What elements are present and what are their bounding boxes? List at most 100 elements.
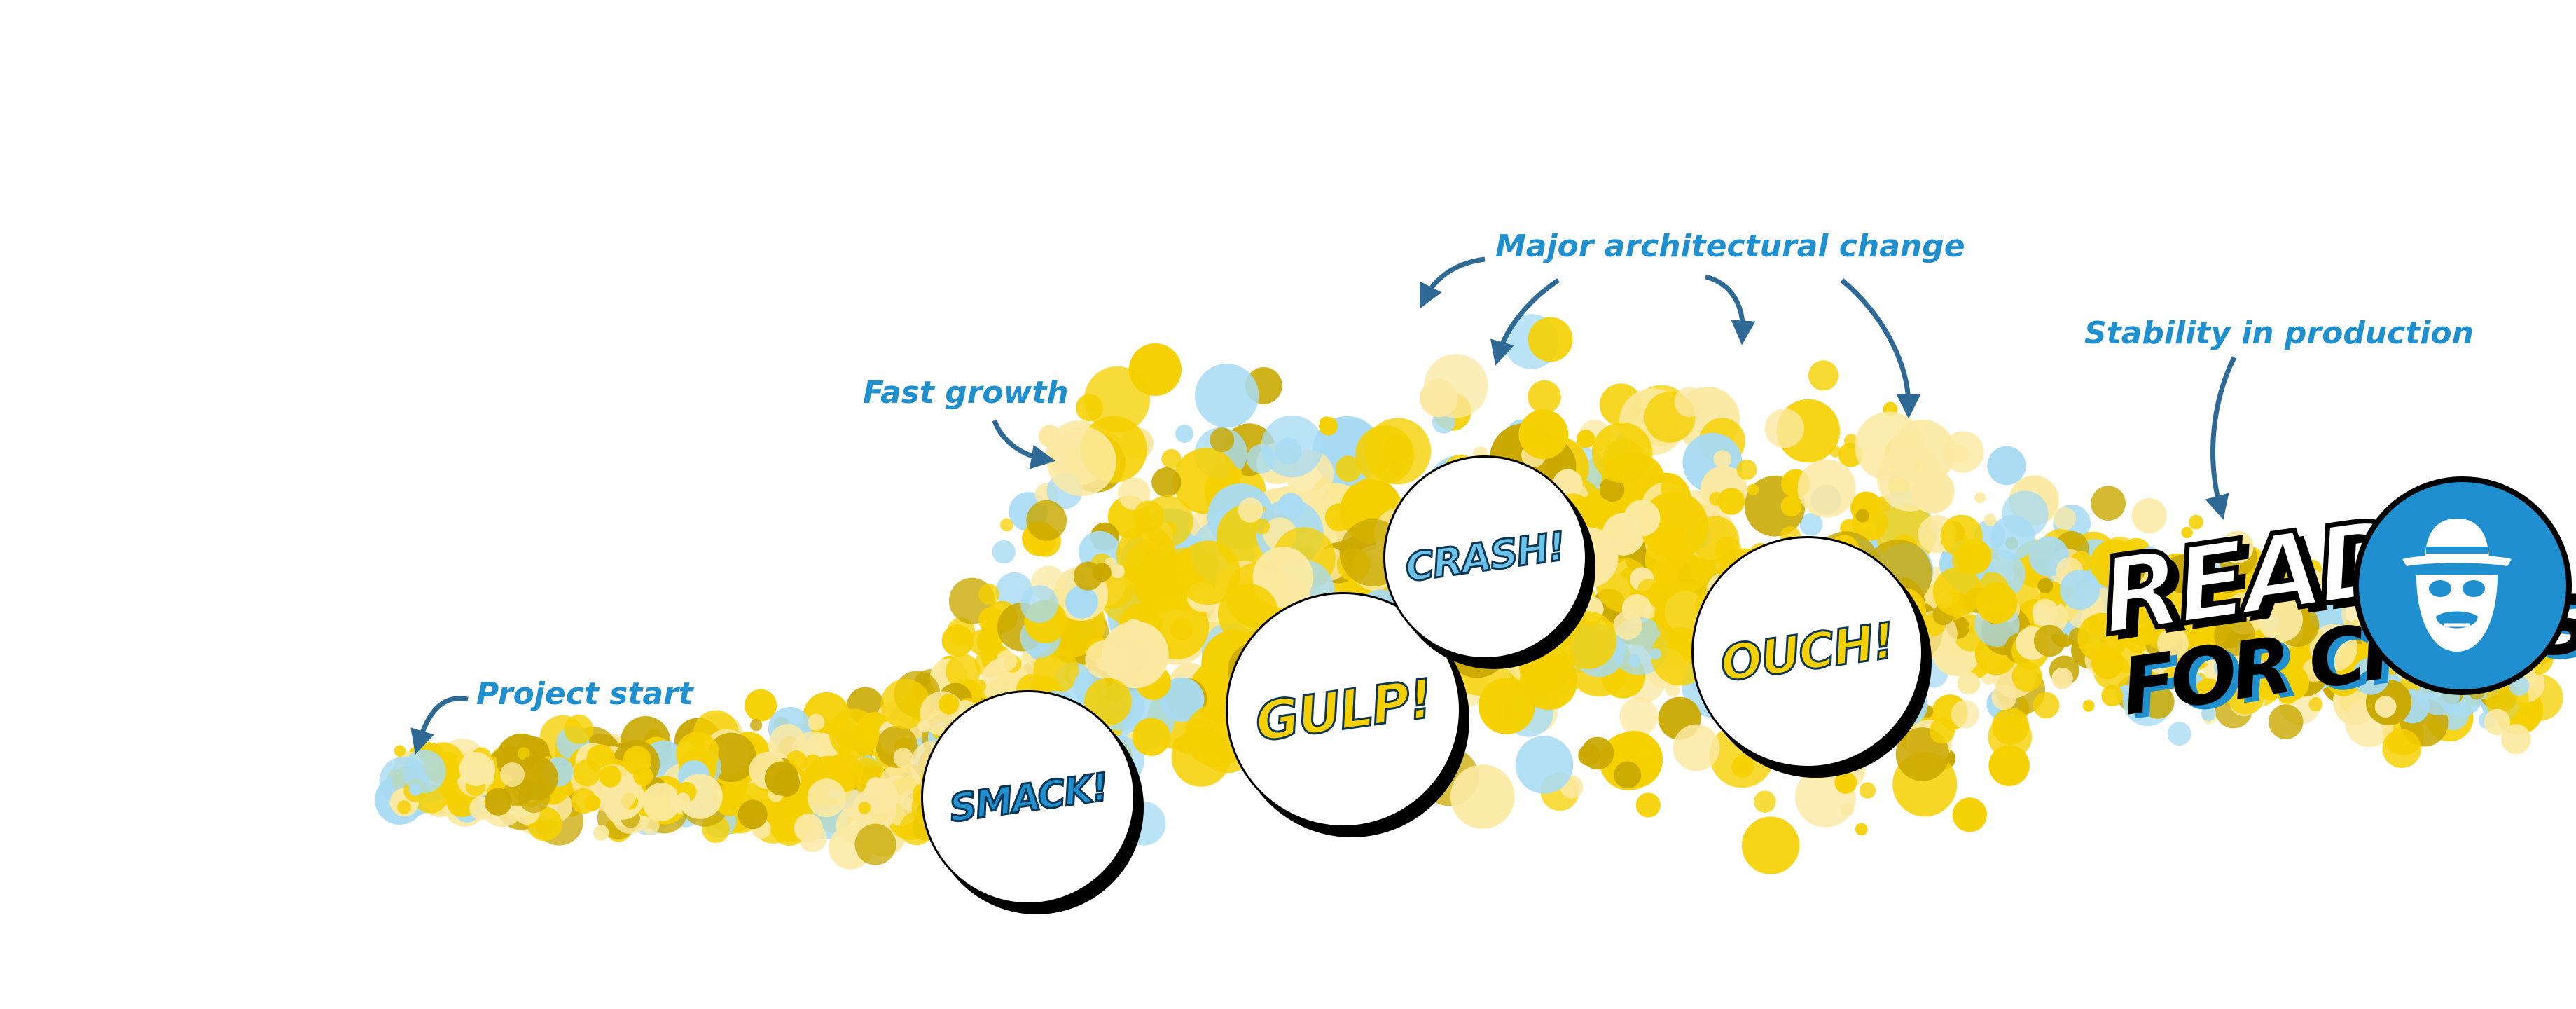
bubble xyxy=(2087,616,2099,628)
bubble xyxy=(1204,751,1218,766)
crash-text: CRASH! xyxy=(1401,523,1568,592)
bubble xyxy=(1159,677,1205,722)
arrow-stability xyxy=(2205,356,2237,520)
bubble xyxy=(459,752,494,786)
bubble xyxy=(1591,422,1653,483)
bubble xyxy=(1635,792,1661,818)
bubble xyxy=(593,825,609,841)
ouch-text: OUCH! xyxy=(1716,610,1898,694)
bubble xyxy=(1983,514,1997,527)
bubble xyxy=(2280,679,2296,694)
bubble xyxy=(1599,476,1625,502)
bubble xyxy=(2246,654,2263,671)
bubble xyxy=(1674,386,1705,418)
bubble xyxy=(1151,467,1182,497)
bubble xyxy=(2213,654,2237,678)
bubble xyxy=(794,814,823,843)
bubble xyxy=(1741,816,1800,874)
bubble xyxy=(500,762,525,787)
bubble xyxy=(2101,685,2124,707)
bubble xyxy=(1614,761,1642,789)
bubble xyxy=(880,679,931,729)
bubble xyxy=(939,694,960,715)
arrow-major-change-3 xyxy=(1705,274,1756,345)
bubble xyxy=(2140,685,2175,719)
bubble xyxy=(1195,364,1259,428)
bubble xyxy=(1691,516,1740,564)
bubble xyxy=(2157,628,2189,659)
bubble xyxy=(1799,512,1823,536)
bubble xyxy=(2484,708,2511,736)
bubble xyxy=(1619,696,1659,736)
bubble xyxy=(2144,546,2156,558)
crash-badge: CRASH! xyxy=(1383,455,1587,659)
bubble xyxy=(397,800,411,814)
bubble xyxy=(1747,483,1759,496)
bubble xyxy=(1613,610,1643,640)
bubble xyxy=(1834,771,1857,794)
bubble xyxy=(2189,514,2203,530)
bubble xyxy=(573,759,601,787)
bubble xyxy=(1974,492,1986,504)
smack-text: SMACK! xyxy=(946,764,1111,832)
bubble xyxy=(1808,360,1839,391)
gulp-text: GULP! xyxy=(1250,666,1436,754)
bubble xyxy=(1930,519,1944,533)
bubble xyxy=(2257,597,2303,643)
bubble xyxy=(1238,497,1263,523)
arrow-major-change-4 xyxy=(1840,278,1921,419)
bubble xyxy=(641,816,660,835)
bubble xyxy=(2374,696,2397,718)
bubble xyxy=(1661,476,1686,501)
bubble xyxy=(2201,706,2217,722)
bubble xyxy=(1889,419,1955,486)
bubble xyxy=(1084,678,1132,726)
bubble xyxy=(402,750,446,793)
bubble xyxy=(1932,567,1983,617)
bubble xyxy=(2108,613,2121,626)
bubble xyxy=(1855,823,1868,836)
bubble xyxy=(972,679,987,694)
bubble xyxy=(642,783,681,821)
bubble xyxy=(1987,446,2026,486)
bubble xyxy=(2091,486,2126,521)
label-project-start: Project start xyxy=(476,676,693,712)
bubble xyxy=(394,745,406,757)
bubble xyxy=(2167,722,2191,746)
bubble xyxy=(676,792,691,807)
smack-badge: SMACK! xyxy=(921,690,1135,905)
bubble xyxy=(1175,425,1193,443)
bubble xyxy=(1020,585,1058,623)
bubble xyxy=(1713,450,1731,468)
bubble xyxy=(1976,582,2018,624)
bubble xyxy=(738,799,768,830)
arrow-major-change-2 xyxy=(1490,278,1560,366)
bubble xyxy=(571,788,597,814)
bubble xyxy=(1073,561,1103,591)
bubble xyxy=(1731,755,1754,778)
bubble xyxy=(1528,380,1561,414)
bubble xyxy=(1518,409,1569,460)
bubble xyxy=(1709,491,1724,506)
bubble xyxy=(992,540,1016,564)
bubble xyxy=(2227,677,2264,715)
bubble xyxy=(804,754,822,773)
arrow-fast-growth xyxy=(992,419,1056,469)
bubble xyxy=(1520,652,1578,711)
bubble xyxy=(1355,425,1415,485)
bubble xyxy=(1736,459,1757,480)
bubble xyxy=(1623,500,1661,537)
bubble xyxy=(1324,503,1354,532)
bubble xyxy=(1450,764,1515,829)
bubble xyxy=(1780,495,1802,517)
bubble xyxy=(941,624,974,657)
bubble xyxy=(1125,619,1142,637)
bubble xyxy=(2053,507,2077,530)
bubble xyxy=(749,719,763,732)
bubble xyxy=(1254,518,1270,535)
bubble xyxy=(1988,745,2030,786)
label-fast-growth: Fast growth xyxy=(863,375,1069,411)
bubble xyxy=(1000,518,1014,532)
